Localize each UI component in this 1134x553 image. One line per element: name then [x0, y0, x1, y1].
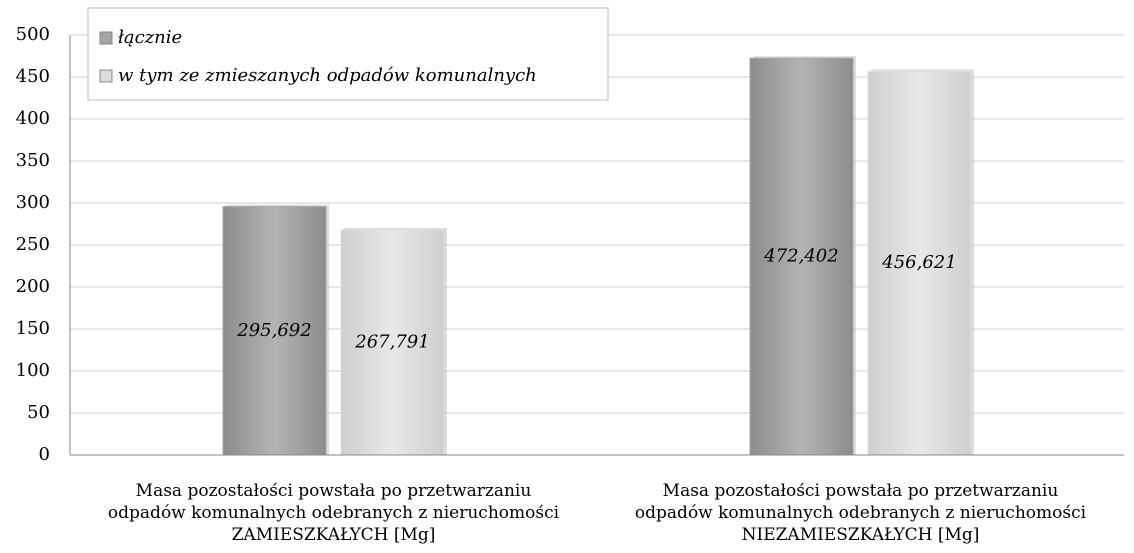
- y-tick-label: 150: [16, 318, 50, 339]
- bar: [867, 70, 972, 456]
- legend-label: w tym ze zmieszanych odpadów komunalnych: [118, 65, 537, 86]
- value-label: 472,402: [763, 246, 838, 267]
- legend-swatch: [99, 69, 113, 83]
- y-tick-label: 100: [16, 360, 50, 381]
- value-label: 267,791: [354, 332, 429, 353]
- x-tick-label: Masa pozostałości powstała po przetwarza…: [634, 481, 1087, 545]
- legend-swatch: [99, 31, 113, 45]
- y-tick-label: 50: [27, 402, 50, 423]
- y-tick-label: 450: [16, 66, 50, 87]
- y-tick-label: 200: [16, 276, 50, 297]
- bar: [749, 57, 854, 456]
- value-label: 456,621: [881, 252, 956, 273]
- legend-label: łącznie: [118, 27, 182, 48]
- bar: [340, 229, 445, 456]
- y-tick-label: 0: [39, 444, 50, 465]
- legend-box: [87, 7, 609, 101]
- y-tick-label: 400: [16, 108, 50, 129]
- bar: [222, 206, 327, 456]
- value-label: 295,692: [236, 320, 311, 341]
- y-tick-label: 350: [16, 150, 50, 171]
- x-tick-label: Masa pozostałości powstała po przetwarza…: [107, 481, 560, 545]
- y-tick-label: 250: [16, 234, 50, 255]
- y-tick-label: 500: [16, 24, 50, 45]
- y-tick-label: 300: [16, 192, 50, 213]
